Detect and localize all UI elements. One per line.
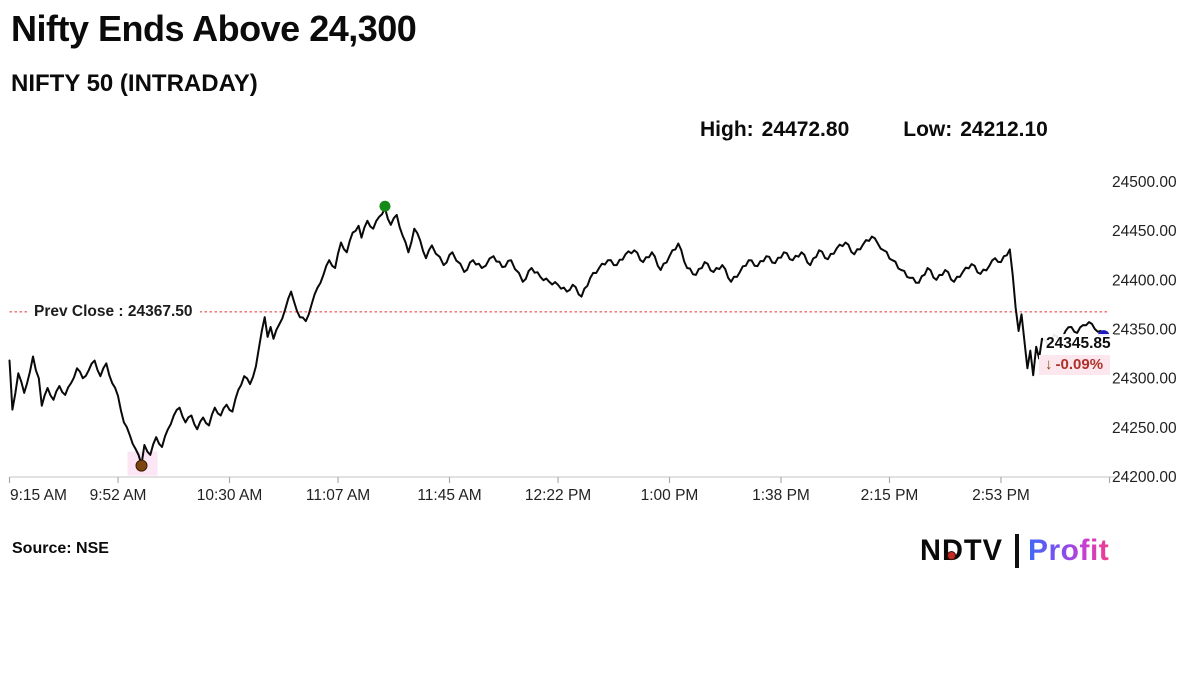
y-tick-label: 24250.00	[1112, 420, 1177, 437]
ndtv-profit-logo: NDTV Profit	[920, 531, 1109, 571]
ndtv-red-dot-icon	[947, 550, 956, 560]
profit-wordmark: Profit	[1027, 534, 1110, 567]
high-label: High:	[700, 118, 754, 141]
x-tick-label: 11:07 AM	[306, 487, 370, 504]
change-percent: -0.09%	[1055, 356, 1104, 373]
x-tick-label: 1:00 PM	[641, 487, 699, 504]
x-tick-label: 10:30 AM	[197, 487, 263, 504]
high-marker	[379, 200, 391, 212]
high-low-stats: High: 24472.80 Low: 24212.10	[700, 118, 1170, 142]
high-value: 24472.80	[761, 118, 850, 141]
y-tick-label: 24450.00	[1112, 223, 1177, 240]
chart-subtitle: NIFTY 50 (INTRADAY)	[11, 70, 258, 97]
y-tick-label: 24350.00	[1112, 322, 1177, 339]
arrow-down-icon: ↓	[1045, 356, 1053, 373]
low-stat: Low: 24212.10	[903, 118, 1048, 142]
x-tick-label: 12:22 PM	[525, 487, 591, 504]
y-tick-label: 24500.00	[1112, 174, 1177, 191]
source-credit: Source: NSE	[12, 540, 109, 557]
low-value: 24212.10	[960, 118, 1048, 141]
x-tick-label: 9:52 AM	[90, 487, 147, 504]
y-tick-label: 24200.00	[1112, 469, 1177, 486]
x-tick-label: 2:15 PM	[861, 487, 919, 504]
x-tick-label: 9:15 AM	[10, 487, 67, 504]
ndtv-text: NDTV	[920, 534, 1003, 567]
change-badge: ↓ -0.09%	[1039, 355, 1111, 375]
high-stat: High: 24472.80	[700, 118, 849, 142]
last-price-label: 24345.85	[1043, 334, 1114, 353]
x-tick-label: 1:38 PM	[752, 487, 810, 504]
low-label: Low:	[903, 118, 953, 141]
low-marker	[135, 459, 148, 472]
y-tick-label: 24400.00	[1112, 272, 1177, 289]
x-tick-label: 11:45 AM	[417, 487, 481, 504]
page-title: Nifty Ends Above 24,300	[11, 8, 417, 49]
ndtv-wordmark: NDTV	[920, 534, 1003, 568]
brand-divider	[1014, 534, 1019, 568]
price-line	[8, 207, 1105, 466]
y-tick-label: 24300.00	[1112, 371, 1177, 388]
prev-close-label: Prev Close : 24367.50	[28, 302, 200, 321]
x-tick-label: 2:53 PM	[972, 487, 1030, 504]
